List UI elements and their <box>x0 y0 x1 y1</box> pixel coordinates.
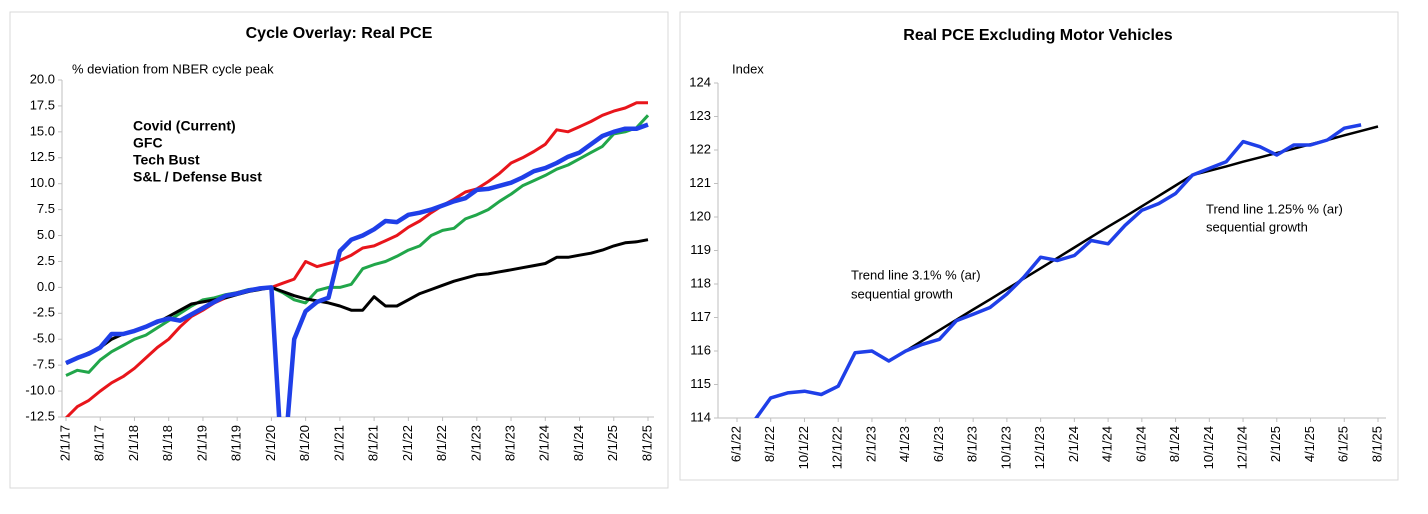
x-tick-label: 6/1/25 <box>1336 426 1351 462</box>
x-tick-label: 8/1/20 <box>297 425 312 461</box>
x-tick-label: 2/1/24 <box>537 425 552 461</box>
x-tick-label: 2/1/24 <box>1066 426 1081 462</box>
annotation: Trend line 3.1% % (ar) <box>851 267 981 282</box>
x-tick-label: 10/1/24 <box>1201 426 1216 469</box>
series-line <box>64 101 648 417</box>
x-tick-label: 4/1/24 <box>1100 426 1115 462</box>
x-tick-label: 2/1/17 <box>57 425 72 461</box>
x-tick-label: 8/1/25 <box>1369 426 1384 462</box>
y-tick-label: 117 <box>690 309 711 324</box>
x-tick-label: 8/1/24 <box>571 425 586 461</box>
x-tick-label: 8/1/21 <box>366 425 381 461</box>
y-tick-label: -10.0 <box>25 383 55 398</box>
y-tick-label: 120 <box>689 208 711 223</box>
x-tick-label: 8/1/25 <box>639 425 654 461</box>
chart-title: Real PCE Excluding Motor Vehicles <box>903 27 1173 44</box>
y-tick-label: -5.0 <box>33 331 55 346</box>
x-tick-label: 8/1/17 <box>92 425 107 461</box>
y-tick-label: 121 <box>689 175 711 190</box>
y-tick-label: 17.5 <box>30 97 55 112</box>
panel <box>679 11 1399 481</box>
y-tick-label: 115 <box>690 376 711 391</box>
x-tick-label: 8/1/23 <box>965 426 980 462</box>
legend-entry: GFC <box>133 135 163 151</box>
axis-label: Index <box>732 61 764 76</box>
y-tick-label: 118 <box>690 275 711 290</box>
x-tick-label: 8/1/24 <box>1167 426 1182 462</box>
x-tick-label: 4/1/25 <box>1302 426 1317 462</box>
x-tick-label: 6/1/24 <box>1133 426 1148 462</box>
y-tick-label: 20.0 <box>30 71 55 86</box>
x-tick-label: 8/1/23 <box>502 425 517 461</box>
x-tick-label: 6/1/22 <box>728 426 743 462</box>
annotation: sequential growth <box>851 286 953 301</box>
x-tick-label: 2/1/25 <box>1268 426 1283 462</box>
series-line <box>754 123 1362 418</box>
x-tick-label: 2/1/18 <box>126 425 141 461</box>
x-tick-label: 4/1/23 <box>897 426 912 462</box>
x-tick-label: 12/1/24 <box>1234 426 1249 469</box>
y-tick-label: 10.0 <box>30 175 55 190</box>
x-tick-label: 12/1/22 <box>830 426 845 469</box>
legend-entry: Tech Bust <box>133 152 200 168</box>
y-tick-label: 124 <box>689 74 711 89</box>
y-tick-label: 12.5 <box>30 149 55 164</box>
x-tick-label: 12/1/23 <box>1032 426 1047 469</box>
y-tick-label: 119 <box>690 242 711 257</box>
y-tick-label: -12.5 <box>25 408 55 423</box>
plot-area <box>754 123 1379 418</box>
y-tick-label: 2.5 <box>37 253 55 268</box>
x-tick-label: 2/1/20 <box>263 425 278 461</box>
annotation: sequential growth <box>1206 219 1308 234</box>
x-tick-label: 8/1/22 <box>434 425 449 461</box>
x-tick-label: 2/1/19 <box>194 425 209 461</box>
annotation: Trend line 1.25% % (ar) <box>1206 201 1343 216</box>
x-tick-label: 10/1/22 <box>796 426 811 469</box>
y-tick-label: -7.5 <box>33 357 55 372</box>
legend-entry: Covid (Current) <box>133 118 236 134</box>
y-tick-label: 123 <box>689 108 711 123</box>
plot-area <box>64 101 650 417</box>
y-tick-label: 122 <box>689 141 711 156</box>
y-tick-label: -2.5 <box>33 305 55 320</box>
x-tick-label: 10/1/23 <box>998 426 1013 469</box>
series-line <box>65 114 650 377</box>
x-tick-label: 2/1/25 <box>605 425 620 461</box>
x-tick-label: 8/1/18 <box>160 425 175 461</box>
series-line <box>905 125 1379 353</box>
x-tick-label: 8/1/19 <box>229 425 244 461</box>
y-tick-label: 0.0 <box>37 279 55 294</box>
x-tick-label: 2/1/21 <box>331 425 346 461</box>
y-tick-label: 7.5 <box>37 201 55 216</box>
y-tick-label: 114 <box>690 409 711 424</box>
y-tick-label: 15.0 <box>30 123 55 138</box>
x-tick-label: 6/1/23 <box>931 426 946 462</box>
chart-title: Cycle Overlay: Real PCE <box>246 25 433 42</box>
y-tick-label: 116 <box>690 342 711 357</box>
legend-entry: S&L / Defense Bust <box>133 169 262 185</box>
y-tick-label: 5.0 <box>37 227 55 242</box>
x-tick-label: 2/1/22 <box>400 425 415 461</box>
axis-label: % deviation from NBER cycle peak <box>72 61 274 76</box>
series-line <box>65 122 649 417</box>
x-tick-label: 2/1/23 <box>468 425 483 461</box>
x-tick-label: 8/1/22 <box>762 426 777 462</box>
x-tick-label: 2/1/23 <box>863 426 878 462</box>
